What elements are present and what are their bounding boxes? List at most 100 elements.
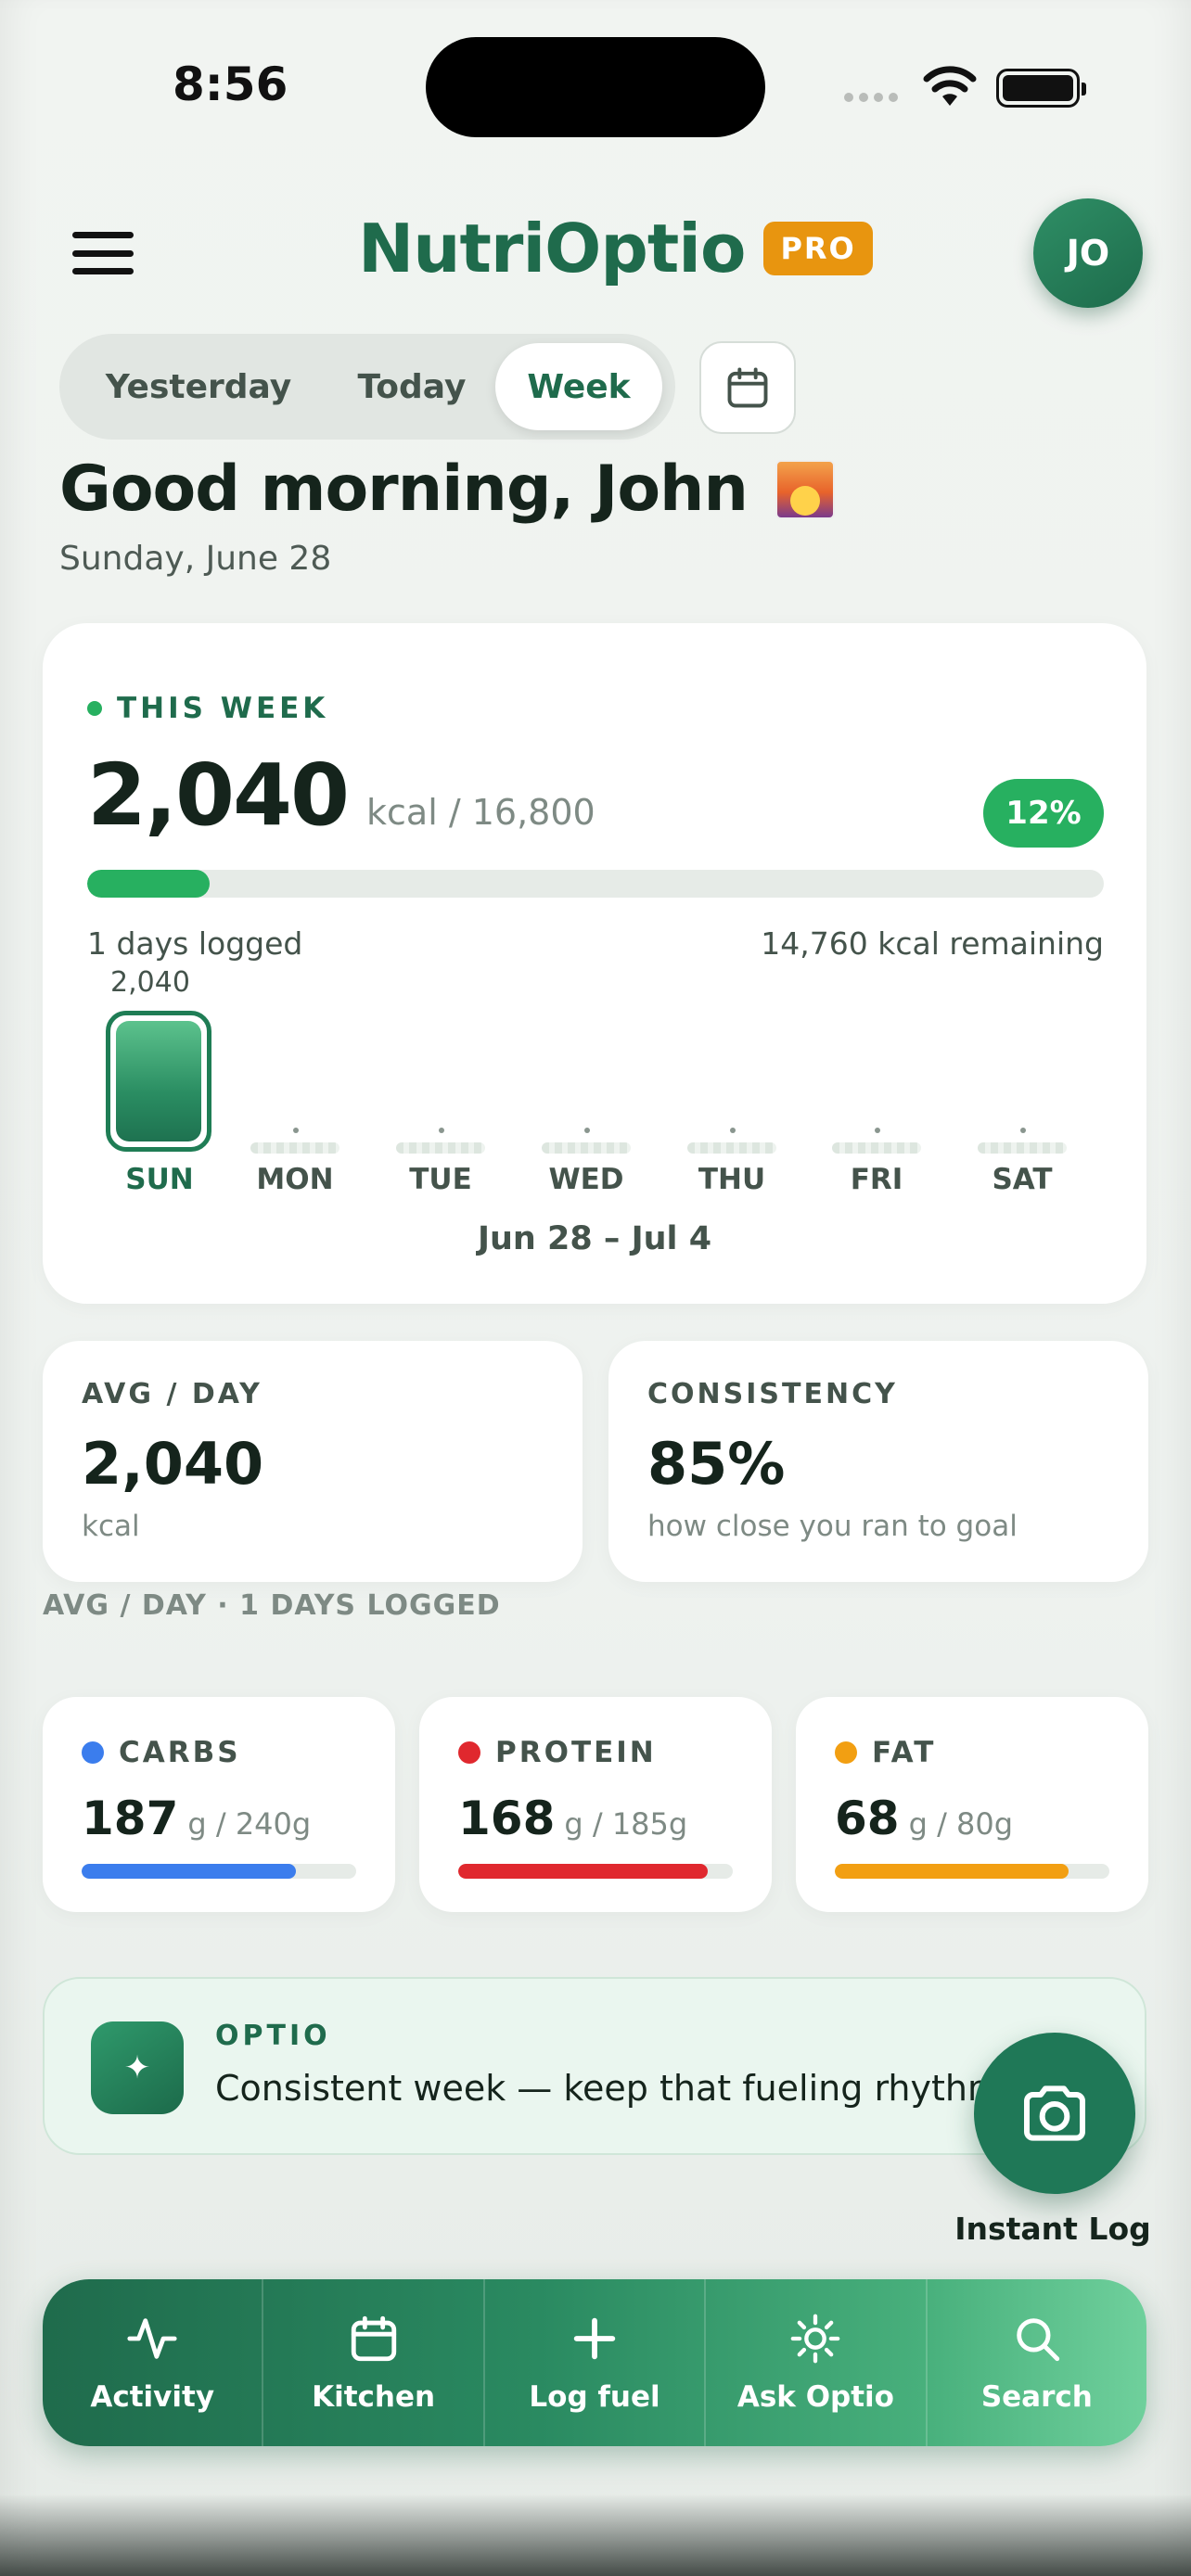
macro-card-carbs[interactable]: CARBS 187 g / 240g (43, 1697, 395, 1912)
day-column-thu[interactable]: THU (669, 964, 795, 1196)
nav-activity[interactable]: Activity (43, 2279, 264, 2446)
cellular-signal-icon (844, 93, 898, 102)
sun-icon (791, 2314, 840, 2364)
calendar-button[interactable] (699, 341, 796, 434)
empty-day-dot (439, 1128, 444, 1133)
tab-week[interactable]: Week (495, 343, 662, 430)
kcal-remaining: 14,760 kcal remaining (761, 925, 1104, 962)
day-bar (106, 1011, 211, 1152)
activity-icon (127, 2318, 177, 2359)
macro-value: 187 g / 240g (82, 1792, 312, 1845)
day-label: SUN (125, 1163, 194, 1196)
calendar-icon (351, 2315, 396, 2362)
menu-icon (72, 232, 134, 238)
fat-dot-icon (835, 1741, 857, 1764)
macro-heading: FAT (835, 1736, 936, 1769)
consistency-card: CONSISTENCY 85% how close you ran to goa… (608, 1341, 1148, 1582)
date-range-tabs: Yesterday Today Week (59, 334, 675, 440)
macro-progress-bar (458, 1864, 733, 1879)
optio-title: OPTIO (215, 2020, 331, 2052)
macro-progress-bar (835, 1864, 1109, 1879)
battery-icon (996, 69, 1086, 108)
day-value: 2,040 (110, 966, 190, 999)
daily-bars: 2,040 SUN MON TUE WED T (87, 964, 1104, 1196)
macro-progress-fill (458, 1864, 709, 1879)
stat-subtitle: how close you ran to goal (647, 1510, 1018, 1543)
macro-card-protein[interactable]: PROTEIN 168 g / 185g (419, 1697, 772, 1912)
empty-day-dot (584, 1128, 590, 1133)
nav-log-fuel[interactable]: Log fuel (485, 2279, 707, 2446)
plus-icon (573, 2317, 616, 2360)
empty-day-dot (293, 1128, 299, 1133)
nav-search[interactable]: Search (928, 2279, 1146, 2446)
week-progress-fill (87, 870, 210, 898)
stat-title: AVG / DAY (82, 1378, 263, 1410)
brand-name: NutriOptio (358, 210, 746, 287)
day-label: MON (256, 1163, 334, 1196)
macro-card-fat[interactable]: FAT 68 g / 80g (796, 1697, 1148, 1912)
empty-day-bar (687, 1142, 776, 1154)
optio-message: Consistent week — keep that fueling rhyt… (215, 2068, 1002, 2109)
empty-day-bar (978, 1142, 1067, 1154)
day-column-sat[interactable]: SAT (959, 964, 1085, 1196)
current-date: Sunday, June 28 (59, 540, 332, 578)
macro-heading: PROTEIN (458, 1736, 657, 1769)
empty-day-bar (250, 1142, 339, 1154)
macro-progress-fill (82, 1864, 296, 1879)
menu-button[interactable] (72, 232, 134, 274)
dynamic-island (426, 37, 765, 137)
weekly-summary-card: THIS WEEK 2,040 kcal / 16,800 12% 1 days… (43, 623, 1146, 1304)
empty-day-dot (1020, 1128, 1026, 1133)
calendar-icon (727, 367, 768, 408)
search-icon (1017, 2318, 1059, 2362)
day-label: SAT (992, 1163, 1053, 1196)
stat-value: 2,040 (82, 1430, 264, 1498)
empty-day-dot (875, 1128, 880, 1133)
pro-badge: PRO (763, 222, 873, 275)
days-logged: 1 days logged (87, 925, 303, 962)
avatar[interactable]: JO (1033, 198, 1143, 308)
day-column-tue[interactable]: TUE (378, 964, 504, 1196)
week-date-range: Jun 28 – Jul 4 (477, 1220, 712, 1257)
macro-value: 168 g / 185g (458, 1792, 688, 1845)
greeting: Good morning, John (59, 453, 835, 526)
wifi-icon (923, 66, 977, 106)
day-label: FRI (850, 1163, 903, 1196)
day-column-mon[interactable]: MON (232, 964, 358, 1196)
day-label: THU (698, 1163, 766, 1196)
day-label: TUE (409, 1163, 472, 1196)
greeting-text: Good morning, John (59, 453, 749, 526)
stat-value: 85% (647, 1430, 786, 1498)
day-column-sun[interactable]: 2,040 SUN (87, 964, 213, 1196)
sunrise-icon (775, 459, 835, 519)
bottom-nav: Activity Kitchen Log fuel Ask Optio Sear… (43, 2279, 1146, 2446)
sparkle-icon: ✦ (91, 2021, 184, 2114)
instant-log-label: Instant Log (954, 2211, 1151, 2247)
camera-icon (1024, 2085, 1085, 2141)
nav-kitchen[interactable]: Kitchen (263, 2279, 485, 2446)
day-column-fri[interactable]: FRI (813, 964, 940, 1196)
optio-insight-card[interactable]: ✦ OPTIO Consistent week — keep that fuel… (43, 1977, 1146, 2155)
day-column-wed[interactable]: WED (523, 964, 649, 1196)
week-total-unit: kcal / 16,800 (366, 792, 596, 833)
stat-subtitle: kcal (82, 1510, 140, 1543)
status-time: 8:56 (173, 57, 288, 111)
empty-day-bar (542, 1142, 631, 1154)
day-label: WED (548, 1163, 624, 1196)
protein-dot-icon (458, 1741, 480, 1764)
macro-progress-bar (82, 1864, 356, 1879)
stat-title: CONSISTENCY (647, 1378, 898, 1410)
tab-today[interactable]: Today (357, 367, 467, 406)
avg-per-day-card: AVG / DAY 2,040 kcal (43, 1341, 583, 1582)
instant-log-button[interactable] (974, 2033, 1135, 2194)
empty-day-bar (396, 1142, 485, 1154)
avg-note: AVG / DAY · 1 DAYS LOGGED (43, 1589, 501, 1622)
week-progress-bar (87, 870, 1104, 898)
nav-ask-optio[interactable]: Ask Optio (706, 2279, 928, 2446)
week-label: THIS WEEK (87, 692, 328, 725)
macro-value: 68 g / 80g (835, 1792, 1014, 1845)
status-dot-icon (87, 701, 102, 716)
tab-yesterday[interactable]: Yesterday (105, 367, 292, 406)
macro-progress-fill (835, 1864, 1069, 1879)
